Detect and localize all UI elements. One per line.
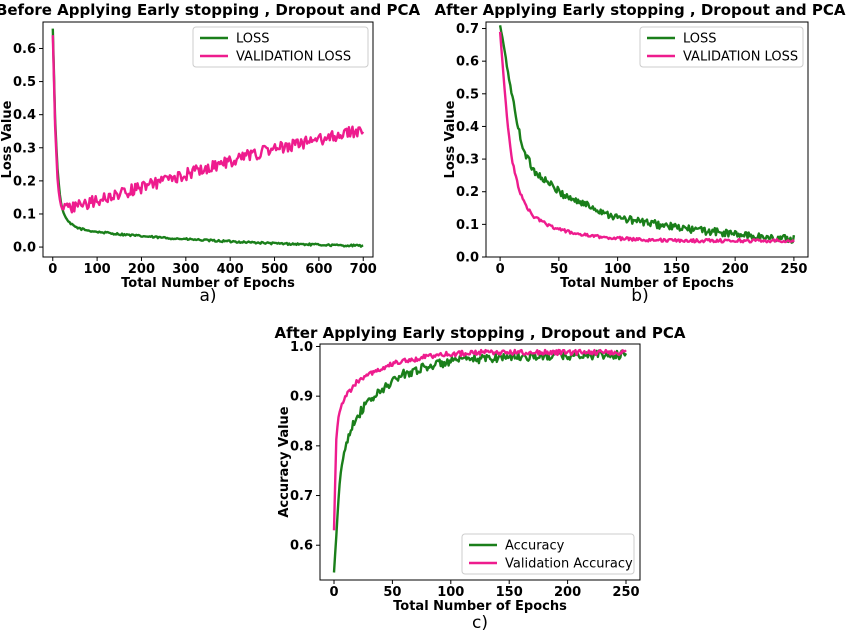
y-tick-label: 0.6 (290, 539, 313, 554)
y-tick-label: 0.3 (13, 141, 36, 156)
series-line-loss (498, 25, 796, 244)
x-tick-label: 700 (350, 262, 377, 277)
chart-panel-c: After Applying Early stopping , Dropout … (274, 324, 685, 633)
y-tick-label: 0.6 (13, 42, 36, 57)
x-tick-label: 200 (722, 262, 749, 277)
y-tick-label: 0.3 (456, 153, 479, 168)
chart-title: Before Applying Early stopping , Dropout… (0, 1, 420, 19)
legend-box (461, 533, 635, 575)
y-tick-label: 0.4 (456, 120, 479, 135)
y-tick-label: 0.7 (290, 489, 313, 504)
x-tick-label: 200 (128, 262, 155, 277)
x-tick-label: 100 (437, 585, 464, 600)
x-tick-label: 150 (496, 585, 523, 600)
chart-title: After Applying Early stopping , Dropout … (274, 324, 685, 342)
x-tick-label: 500 (261, 262, 288, 277)
y-tick-label: 0.5 (13, 75, 36, 90)
legend-entry: Accuracy (505, 539, 565, 554)
y-tick-label: 0.5 (456, 87, 479, 102)
y-tick-label: 1.0 (290, 340, 313, 355)
chart-title: After Applying Early stopping , Dropout … (434, 1, 845, 19)
y-axis-label: Loss Value (443, 100, 458, 178)
x-tick-label: 0 (48, 262, 57, 277)
y-tick-label: 0.1 (456, 218, 479, 233)
legend-box (639, 26, 804, 68)
chart-panel-a: Before Applying Early stopping , Dropout… (0, 1, 420, 306)
legend-entry: VALIDATION LOSS (236, 50, 351, 65)
x-tick-label: 150 (663, 262, 690, 277)
y-tick-label: 0.1 (13, 207, 36, 222)
legend-entry: LOSS (683, 32, 717, 47)
y-axis-label: Accuracy Value (277, 406, 292, 517)
y-tick-label: 0.9 (290, 390, 313, 405)
y-tick-label: 0.0 (456, 251, 479, 266)
y-tick-label: 0.2 (13, 174, 36, 189)
y-axis-label: Loss Value (0, 100, 15, 178)
plot-frame (319, 343, 641, 581)
x-tick-label: 100 (604, 262, 631, 277)
x-tick-label: 50 (550, 262, 568, 277)
y-tick-label: 0.7 (456, 22, 479, 37)
x-tick-label: 0 (496, 262, 505, 277)
legend: Accuracy Validation Accuracy (461, 533, 635, 575)
x-tick-label: 250 (780, 262, 807, 277)
x-tick-label: 300 (172, 262, 199, 277)
legend-entry: LOSS (236, 32, 270, 47)
x-tick-label: 250 (612, 585, 639, 600)
series-line-validation-loss (498, 31, 795, 244)
legend-entry: VALIDATION LOSS (683, 50, 798, 65)
x-tick-label: 50 (383, 585, 401, 600)
x-tick-label: 600 (305, 262, 332, 277)
y-tick-label: 0.0 (13, 241, 36, 256)
legend: LOSS VALIDATION LOSS (192, 26, 369, 68)
y-tick-label: 0.6 (456, 55, 479, 70)
x-axis-label: Total Number of Epochs (393, 599, 567, 614)
x-axis-label: Total Number of Epochs (121, 276, 295, 291)
plot-frame (485, 21, 809, 258)
legend-entry: Validation Accuracy (505, 557, 633, 572)
chart-panel-b: After Applying Early stopping , Dropout … (434, 1, 845, 306)
panel-caption: a) (199, 286, 216, 306)
y-tick-label: 0.8 (290, 439, 313, 454)
x-tick-label: 400 (217, 262, 244, 277)
x-tick-label: 100 (84, 262, 111, 277)
legend: LOSS VALIDATION LOSS (639, 26, 804, 68)
plot-frame (42, 21, 374, 258)
legend-box (192, 26, 369, 68)
panel-caption: c) (472, 613, 488, 633)
x-axis-label: Total Number of Epochs (560, 276, 734, 291)
y-tick-label: 0.2 (456, 185, 479, 200)
series-line-loss (51, 28, 364, 248)
panel-caption: b) (631, 286, 648, 306)
y-tick-label: 0.4 (13, 108, 36, 123)
series-line-validation-accuracy (332, 348, 627, 531)
x-tick-label: 0 (329, 585, 338, 600)
x-tick-label: 200 (554, 585, 581, 600)
series-line-validation-loss (51, 35, 365, 214)
